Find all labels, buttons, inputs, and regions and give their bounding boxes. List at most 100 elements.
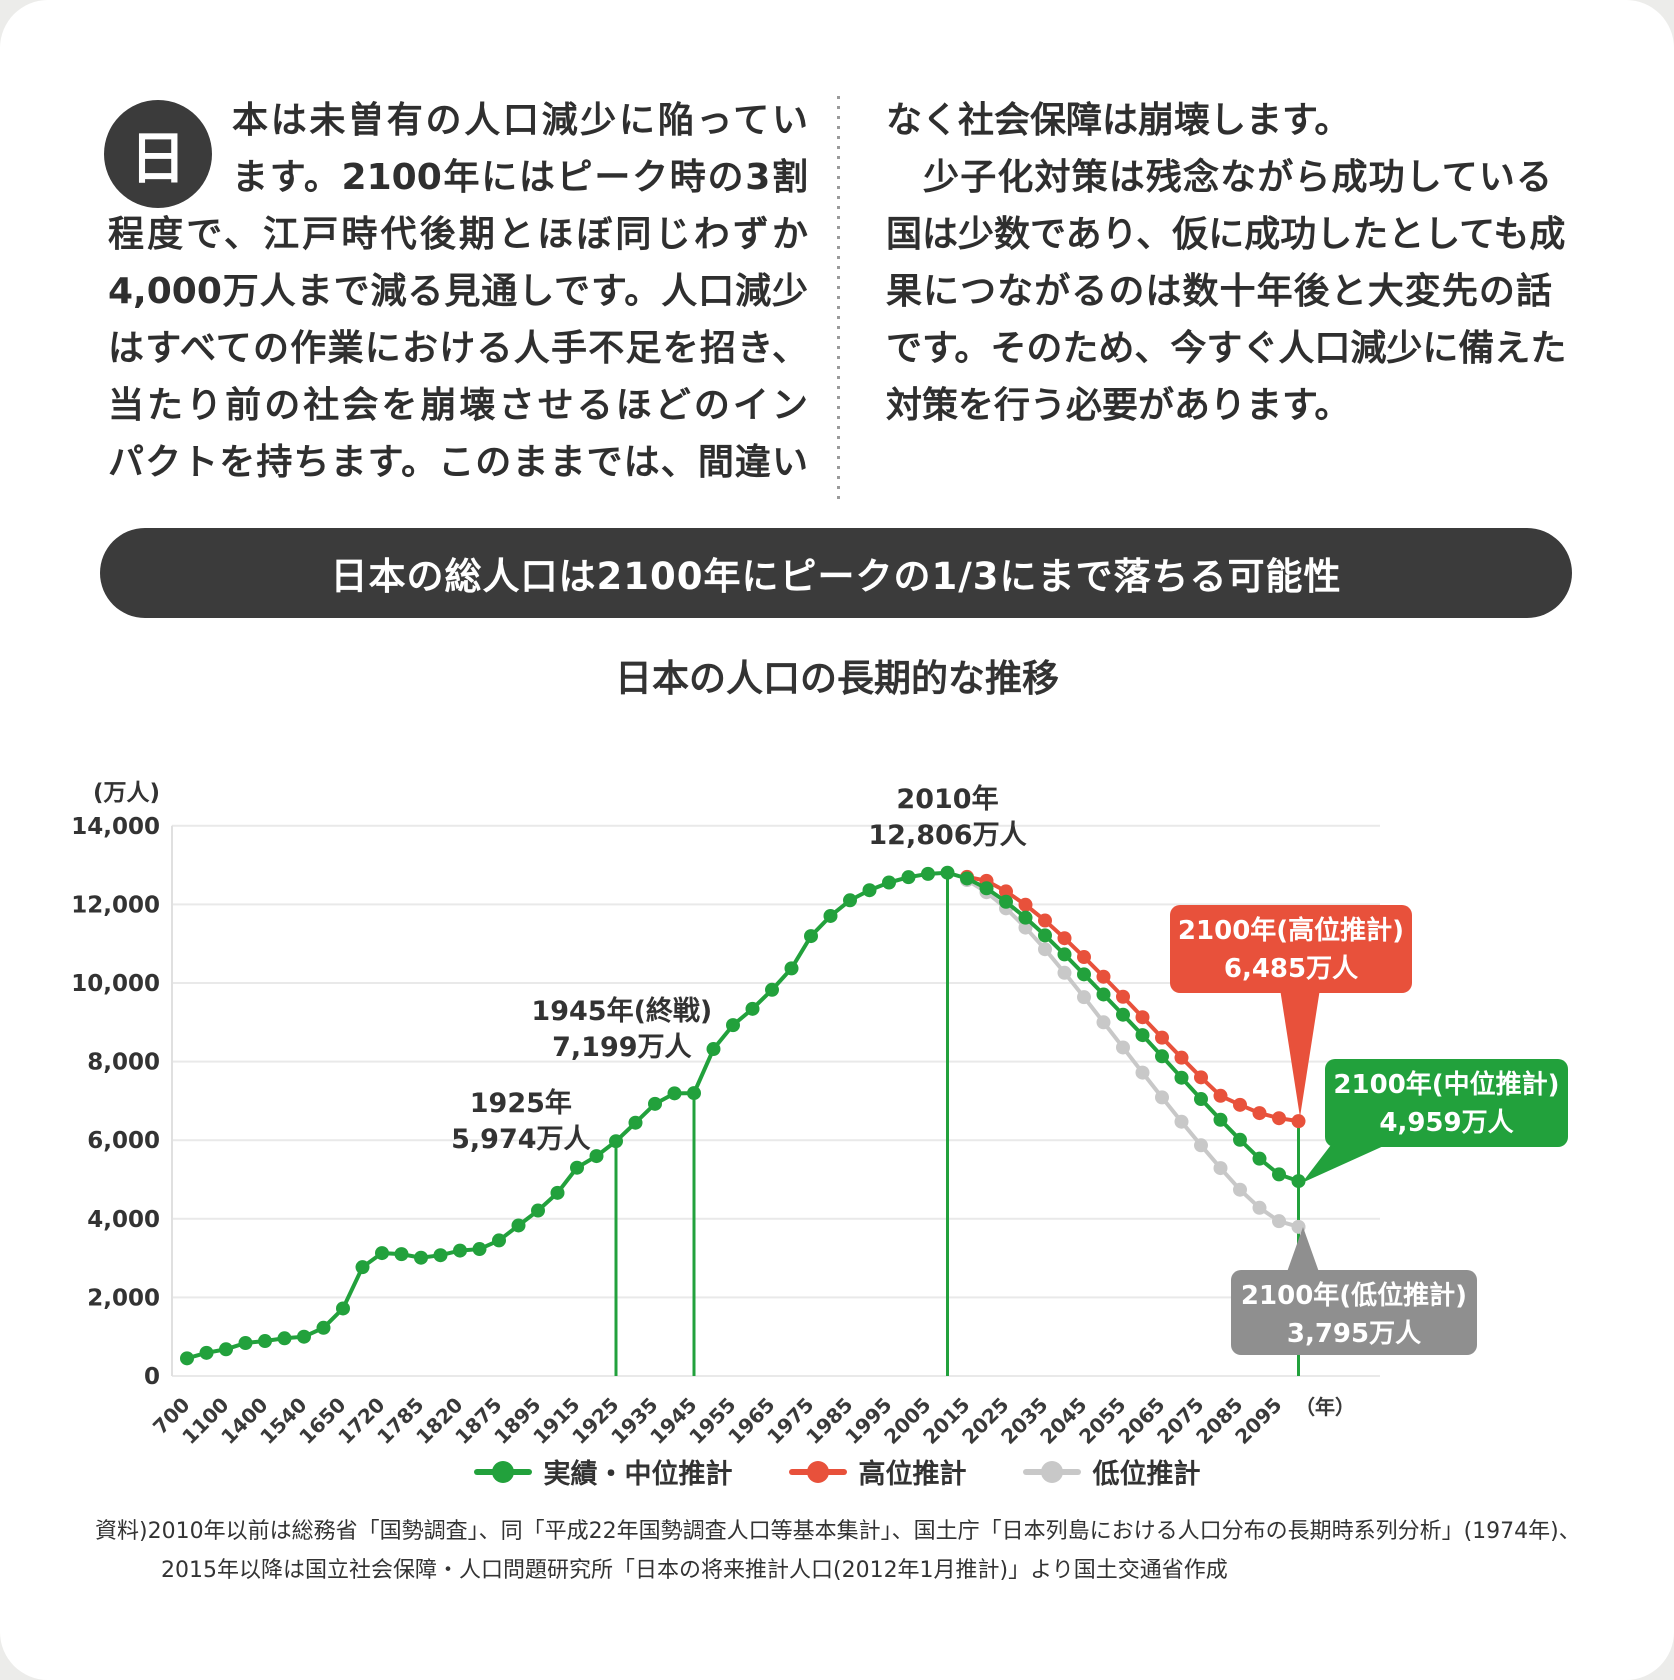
data-point (1038, 913, 1052, 928)
legend-marker-red-icon (788, 1460, 847, 1483)
intro-line: 程度で、江戸時代後期とほぼ同じわずか (108, 214, 808, 255)
data-point (1096, 1015, 1111, 1030)
data-point (1155, 1049, 1169, 1064)
data-point (1057, 947, 1072, 962)
intro-line: 国は少数であり、仮に成功したとしても成 (886, 214, 1566, 255)
data-point (1291, 1174, 1306, 1189)
intro-line: ます。2100年にはピーク時の3割 (232, 157, 808, 198)
callout-line: 2100年(中位推計) (1333, 1070, 1560, 1100)
data-point (1272, 1214, 1286, 1229)
legend-item-actual-mid: 実績・中位推計 (473, 1452, 733, 1491)
callout-line: 2100年(低位推計) (1240, 1281, 1468, 1311)
y-tick-label: 2,000 (87, 1285, 160, 1311)
y-tick-label: 4,000 (87, 1207, 160, 1233)
x-axis-unit-label: （年） (1295, 1395, 1355, 1419)
headline-banner: 日本の総人口は2100年にピークの1/3にまで落ちる可能性 (100, 528, 1572, 618)
data-point (1233, 1097, 1247, 1112)
chart-annotation: 1945年(終戦) (531, 995, 712, 1027)
data-point (1038, 942, 1052, 957)
data-point (823, 908, 838, 923)
data-point (453, 1243, 467, 1258)
intro-line: 対策を行う必要があります。 (886, 385, 1351, 426)
data-point (1252, 1151, 1267, 1166)
data-point (1018, 920, 1033, 935)
y-tick-label: 12,000 (71, 892, 160, 918)
callout-2100-high-estimate: 2100年(高位推計) 6,485万人 (1170, 905, 1412, 993)
data-point (628, 1115, 643, 1130)
data-point (375, 1246, 389, 1261)
data-point (531, 1203, 545, 1218)
data-point (921, 866, 935, 881)
chart-annotation: 7,199万人 (552, 1032, 691, 1063)
data-point (1135, 1065, 1150, 1080)
chart-annotation: 1925年 (470, 1087, 572, 1119)
legend-item-low: 低位推計 (1022, 1452, 1201, 1491)
data-point (745, 1001, 760, 1016)
data-point (199, 1345, 214, 1360)
y-tick-label: 6,000 (87, 1128, 160, 1154)
y-tick-label: 8,000 (87, 1050, 160, 1076)
data-point (1057, 965, 1072, 980)
data-point (940, 865, 955, 880)
data-point (1116, 1040, 1130, 1055)
data-point (297, 1329, 311, 1344)
drop-cap-circle: 日 (104, 100, 212, 208)
intro-line: 少子化対策は残念ながら成功している (886, 157, 1552, 198)
y-tick-label: 14,000 (71, 814, 160, 840)
legend-marker-gray-icon (1022, 1460, 1081, 1483)
data-point (1155, 1030, 1169, 1045)
data-point (979, 881, 994, 896)
data-point (901, 870, 916, 885)
intro-right-column: なく社会保障は崩壊します。 少子化対策は残念ながら成功している 国は少数であり、… (886, 92, 1566, 434)
y-axis-unit-label: (万人) (93, 780, 160, 806)
callout-2100-mid-estimate: 2100年(中位推計) 4,959万人 (1325, 1059, 1568, 1147)
chart-annotation: 2010年 (896, 783, 998, 815)
data-point (1194, 1138, 1208, 1153)
chart-legend: 実績・中位推計 高位推計 低位推計 (0, 1452, 1674, 1491)
data-point (394, 1247, 409, 1262)
data-point (1291, 1114, 1306, 1129)
intro-line: なく社会保障は崩壊します。 (886, 100, 1351, 141)
population-line-chart: 0 2,000 4,000 6,000 8,000 10,000 12,000 14,000 (… (71, 780, 1380, 1449)
data-point (960, 871, 974, 886)
data-point (570, 1160, 584, 1175)
data-point (706, 1042, 721, 1057)
data-point (1077, 967, 1091, 982)
data-point (999, 884, 1013, 899)
data-point (433, 1248, 448, 1263)
y-tick-label: 10,000 (71, 971, 160, 997)
data-point (1038, 928, 1052, 943)
source-note: 資料)2010年以前は総務省「国勢調査」、同「平成22年国勢調査人口等基本集計」… (95, 1512, 1625, 1590)
intro-line: 4,000万人まで減る見通しです。人口減少 (108, 271, 808, 312)
data-point (726, 1018, 740, 1033)
legend-label: 低位推計 (1092, 1459, 1201, 1490)
legend-item-high: 高位推計 (788, 1452, 967, 1491)
data-point (1077, 990, 1091, 1005)
callout-line: 2100年(高位推計) (1177, 916, 1405, 946)
data-point (1077, 950, 1091, 965)
data-point (1252, 1106, 1267, 1121)
data-point (1233, 1132, 1247, 1147)
data-point (882, 875, 896, 890)
data-point (277, 1331, 292, 1346)
intro-line: 果につながるのは数十年後と大変先の話 (886, 271, 1552, 312)
data-point (1174, 1050, 1189, 1065)
data-point (667, 1086, 682, 1101)
source-line: 資料)2010年以前は総務省「国勢調査」、同「平成22年国勢調査人口等基本集計」… (95, 1519, 1581, 1544)
callout-2100-low-estimate: 2100年(低位推計) 3,795万人 (1231, 1270, 1477, 1355)
data-point (1194, 1070, 1208, 1085)
data-point (1057, 931, 1072, 946)
dotted-column-divider (837, 96, 840, 506)
data-point (1174, 1070, 1189, 1085)
source-line: 2015年以降は国立社会保障・人口問題研究所「日本の将来推計人口(2012年1月… (161, 1558, 1228, 1583)
data-point (1096, 969, 1111, 984)
data-point (1116, 1007, 1130, 1022)
drop-cap-letter: 日 (130, 126, 186, 192)
data-point (492, 1233, 506, 1248)
data-point (843, 893, 857, 908)
data-point (999, 894, 1013, 909)
series-line-実績・中位推計 (186, 870, 1300, 1361)
data-point (258, 1334, 272, 1349)
data-point (1213, 1112, 1228, 1127)
data-point (472, 1242, 487, 1257)
